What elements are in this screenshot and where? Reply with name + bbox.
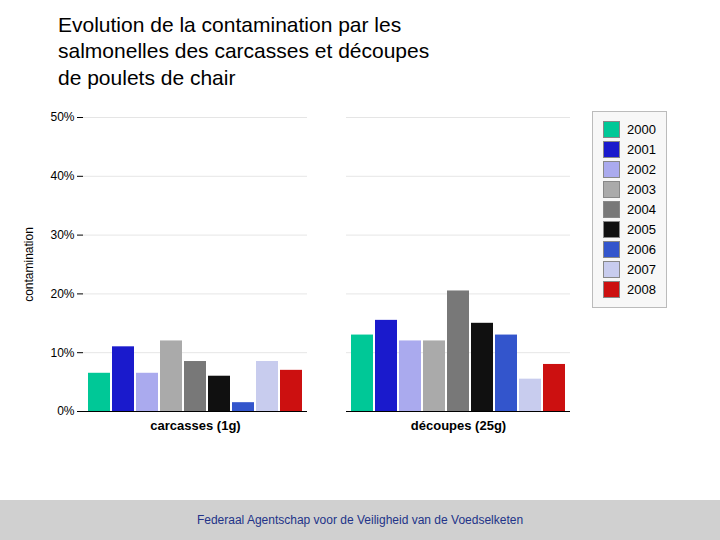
html-text:2007: 2007 bbox=[627, 261, 656, 277]
html-text:2006: 2006 bbox=[627, 241, 656, 257]
svg-text:10%: 10% bbox=[50, 345, 74, 359]
svg-text:20%: 20% bbox=[50, 286, 74, 300]
svg-text:40%: 40% bbox=[50, 169, 74, 183]
html-text:Evolution de la contamination: Evolution de la contamination par les sa… bbox=[58, 13, 430, 89]
html-text:2003: 2003 bbox=[627, 181, 656, 197]
svg-text:0%: 0% bbox=[57, 404, 75, 418]
html-text:2002: 2002 bbox=[627, 161, 656, 177]
html-text:2008: 2008 bbox=[627, 281, 656, 297]
html-text:2004: 2004 bbox=[627, 201, 656, 217]
svg-text:30%: 30% bbox=[50, 228, 74, 242]
html-text:Federaal Agentschap voor de Ve: Federaal Agentschap voor de Veiligheid v… bbox=[196, 513, 524, 527]
svg-text:découpes (25g): découpes (25g) bbox=[411, 417, 506, 432]
svg-text:contamination: contamination bbox=[22, 227, 36, 302]
html-text:2000: 2000 bbox=[627, 121, 656, 137]
html-text:2005: 2005 bbox=[627, 221, 656, 237]
html-text:2001: 2001 bbox=[627, 141, 656, 157]
svg-text:50%: 50% bbox=[50, 110, 74, 124]
svg-text:carcasses (1g): carcasses (1g) bbox=[150, 417, 240, 432]
